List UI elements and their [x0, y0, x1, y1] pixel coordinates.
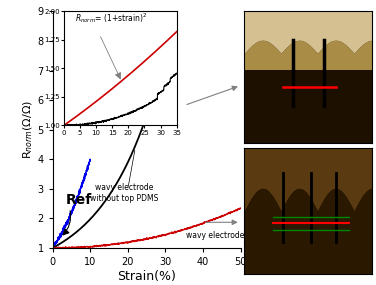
X-axis label: Strain(%): Strain(%)	[117, 270, 176, 283]
Text: Ref: Ref	[66, 193, 92, 207]
Y-axis label: R$_{norm}$(Ω/Ω): R$_{norm}$(Ω/Ω)	[21, 100, 35, 159]
Text: wavy electrode
without top PDMS: wavy electrode without top PDMS	[90, 183, 158, 203]
Text: $R_{norm}$= (1+strain)$^2$: $R_{norm}$= (1+strain)$^2$	[75, 11, 147, 25]
Text: wavy electrode: wavy electrode	[186, 231, 244, 240]
